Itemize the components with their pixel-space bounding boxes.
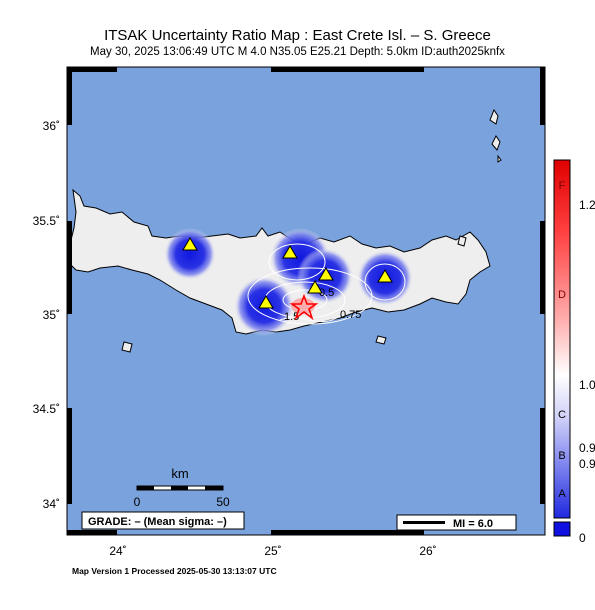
contour-label: 0.5 [319,287,334,299]
grade-text: GRADE: – (Mean sigma: –) [88,516,227,528]
grade-label: C [558,409,566,421]
scale-bar: km 0 50 [134,466,230,509]
event-info: May 30, 2025 13:06:49 UTC M 4.0 N35.05 E… [90,46,505,58]
lon-tick-label: 26˚ [419,544,436,558]
station-marker[interactable] [377,269,393,283]
frame-ticks [67,67,545,535]
islet [375,335,387,345]
epicenter-star[interactable] [289,293,319,321]
lat-tick-label: 34.5˚ [33,402,60,416]
colorbar-value: 1.0 [579,378,595,392]
scale-end: 50 [216,495,230,509]
islet [497,154,502,163]
islet [121,341,133,353]
map-title: ITSAK Uncertainty Ratio Map : East Crete… [104,27,491,44]
station-marker[interactable] [182,237,198,251]
lat-tick-label: 34˚ [43,497,60,511]
mi-legend: MI = 6.0 [396,514,517,531]
lon-tick-label: 25˚ [264,544,281,558]
grade-label: A [558,488,566,500]
contour-label: 0.75 [340,309,361,321]
islet [457,235,467,247]
grade-box: GRADE: – (Mean sigma: –) [81,511,245,530]
uncertainty-zone [164,228,216,280]
footer-note: Map Version 1 Processed 2025-05-30 13:13… [72,566,277,576]
station-marker[interactable] [258,295,274,309]
islet [489,108,499,125]
grade-label: B [558,450,565,462]
grade-label: D [558,289,566,301]
mi-label: MI = 6.0 [453,518,493,530]
islet [491,135,501,151]
colorbar-value: 0.9 [579,441,595,455]
station-marker[interactable] [282,245,298,259]
lat-tick-label: 35˚ [43,308,60,322]
colorbar: F D C B A 1.2 1.0 0.9 0.9 0 [553,159,595,545]
station-marker[interactable] [307,280,323,294]
lon-tick-label: 24˚ [109,544,126,558]
station-marker[interactable] [318,267,334,281]
scale-unit: km [171,466,188,481]
grade-label: F [559,180,566,192]
colorbar-value: 1.2 [579,198,595,212]
colorbar-value: 0.9 [579,457,595,471]
scale-start: 0 [134,495,141,509]
colorbar-value: 0 [579,531,586,545]
lat-tick-label: 35.5˚ [33,214,60,228]
lat-tick-label: 36˚ [43,119,60,133]
contour-label: 1.5 [284,311,299,323]
